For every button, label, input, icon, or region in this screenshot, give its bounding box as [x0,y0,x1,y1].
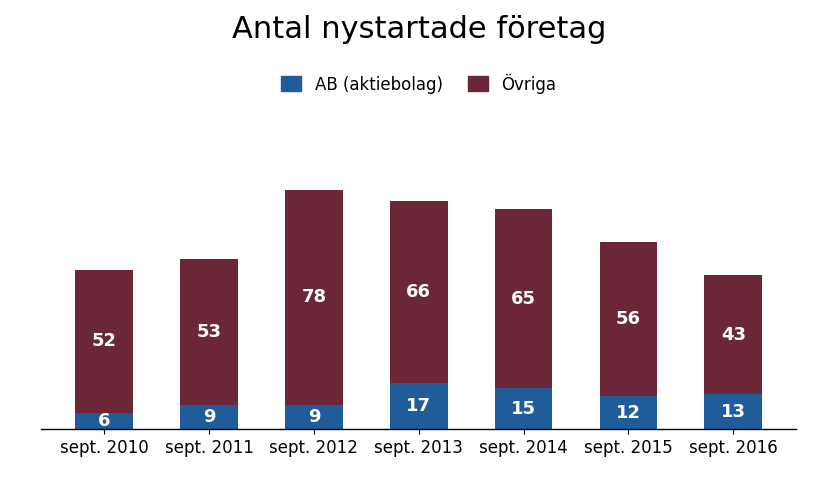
Text: 43: 43 [721,325,745,344]
Bar [495,388,553,429]
Legend: AB (aktiebolag), Övriga: AB (aktiebolag), Övriga [275,67,562,101]
Bar [495,209,553,388]
Bar [76,413,133,429]
Text: 53: 53 [196,323,222,341]
Bar [599,396,657,429]
Bar [704,394,762,429]
Bar [181,405,238,429]
Text: 15: 15 [511,400,536,418]
Text: 17: 17 [406,397,431,415]
Text: 9: 9 [203,408,215,426]
Bar [285,190,342,405]
Text: 78: 78 [301,288,327,306]
Text: 56: 56 [616,310,641,328]
Text: 52: 52 [92,332,117,350]
Bar [390,201,447,383]
Bar [599,243,657,396]
Text: 9: 9 [308,408,320,426]
Bar [704,275,762,394]
Bar [181,259,238,405]
Text: 13: 13 [721,403,745,421]
Text: 65: 65 [511,290,536,308]
Text: 66: 66 [406,283,431,301]
Text: 6: 6 [98,412,111,430]
Bar [390,383,447,429]
Text: 12: 12 [616,404,641,422]
Bar [285,405,342,429]
Bar [76,270,133,413]
Title: Antal nystartade företag: Antal nystartade företag [232,15,606,44]
